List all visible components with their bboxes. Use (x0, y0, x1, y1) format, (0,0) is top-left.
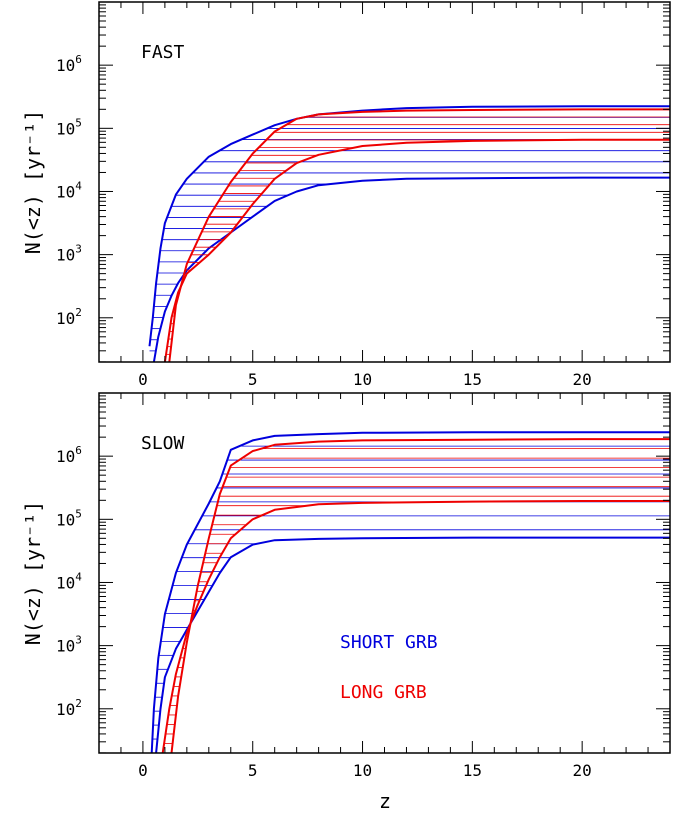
x-tick-label: 10 (353, 370, 372, 389)
long-grb-band (163, 108, 670, 362)
axis-ticks: 0 5 10 15 20 102 103 104 105 106 (56, 1, 671, 389)
upper-curve (148, 105, 670, 347)
x-tick-label: 10 (353, 761, 372, 780)
y-tick-label: 105 (56, 116, 82, 138)
axis-ticks: 0 5 10 15 20 102 103 104 105 106 (56, 392, 671, 780)
x-axis-label: z (379, 789, 391, 813)
plot-frame (98, 392, 671, 754)
x-tick-label: 0 (138, 761, 148, 780)
short-grb-band (150, 431, 670, 753)
panel-slow: 0 5 10 15 20 102 103 104 105 106 SLOW N(<z) [yr⁻¹… (21, 392, 671, 780)
y-tick-label: 105 (56, 507, 82, 529)
x-tick-label: 15 (463, 370, 482, 389)
upper-curve (150, 431, 670, 753)
lower-curve (155, 536, 670, 753)
y-axis-label: N(<z) [yr⁻¹] (21, 110, 45, 255)
panel-fast: 0 5 10 15 20 102 103 104 105 106 FAST N(<z) [yr⁻¹… (21, 1, 671, 389)
series-layer (148, 105, 670, 362)
legend-short-grb: SHORT GRB (340, 632, 438, 653)
y-axis-label: N(<z) [yr⁻¹] (21, 501, 45, 646)
y-tick-label: 104 (56, 179, 82, 201)
x-tick-label: 5 (248, 370, 258, 389)
series-layer (150, 431, 670, 753)
upper-curve (170, 438, 670, 753)
lower-curve (163, 138, 670, 362)
x-tick-label: 5 (248, 761, 258, 780)
legend-long-grb: LONG GRB (340, 682, 427, 703)
y-tick-label: 103 (56, 634, 82, 656)
lower-curve (161, 500, 670, 753)
long-grb-band (161, 438, 670, 753)
y-tick-label: 103 (56, 243, 82, 265)
x-tick-label: 20 (573, 370, 592, 389)
short-grb-band (148, 105, 670, 362)
upper-curve (168, 108, 670, 362)
x-tick-label: 20 (573, 761, 592, 780)
panel-label: FAST (141, 42, 185, 63)
panel-label: SLOW (141, 433, 185, 454)
y-tick-label: 102 (56, 306, 82, 328)
lower-curve (152, 176, 670, 362)
plot-frame (98, 1, 671, 363)
y-tick-label: 106 (56, 53, 82, 75)
y-tick-label: 104 (56, 570, 82, 592)
x-tick-label: 0 (138, 370, 148, 389)
x-tick-label: 15 (463, 761, 482, 780)
y-tick-label: 102 (56, 697, 82, 719)
y-tick-label: 106 (56, 444, 82, 466)
